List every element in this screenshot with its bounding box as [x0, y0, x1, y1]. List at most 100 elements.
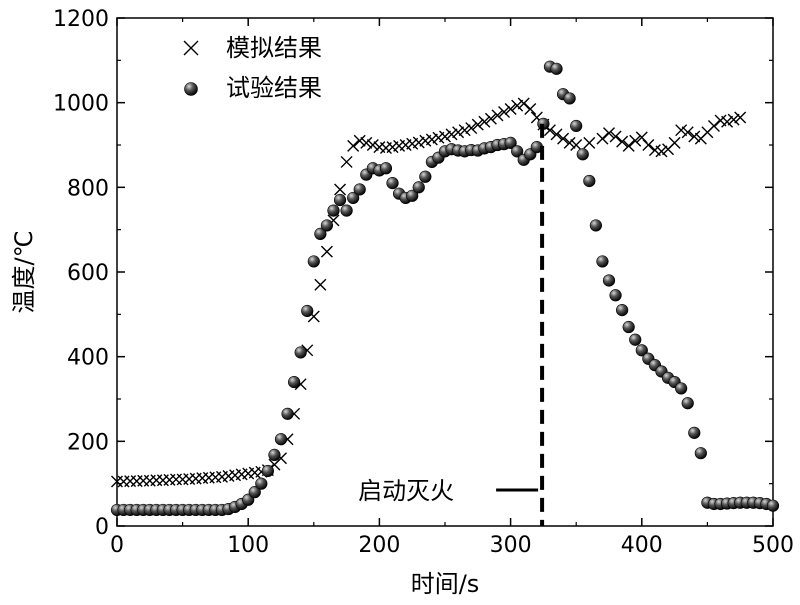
y-tick-label: 400	[67, 346, 109, 371]
data-point-simulation	[642, 139, 655, 151]
data-point-simulation	[524, 103, 537, 116]
data-point-simulation	[465, 122, 478, 135]
data-point-experiment	[386, 177, 399, 190]
data-point-simulation	[340, 155, 353, 168]
plot-frame	[116, 17, 774, 527]
data-point-experiment	[248, 486, 261, 499]
data-point-simulation	[603, 127, 615, 140]
data-point-simulation	[504, 103, 517, 116]
data-point-experiment	[255, 477, 268, 490]
axis-tick-labels: 0 100 200 300 400 500 0 200 400 600 800 1000 1200	[53, 7, 794, 558]
data-point-simulation	[124, 475, 137, 488]
data-point-simulation	[511, 99, 524, 112]
data-point-simulation	[721, 115, 734, 128]
data-point-experiment	[281, 407, 294, 420]
legend-circle-marker	[184, 82, 198, 96]
data-point-simulation	[668, 136, 681, 149]
data-point-experiment	[616, 304, 629, 317]
series-simulation	[111, 97, 747, 488]
data-point-experiment	[314, 227, 327, 240]
y-tick-label: 600	[67, 261, 109, 286]
legend: 模拟结果 试验结果	[183, 34, 322, 102]
x-tick-label: 400	[621, 533, 663, 558]
y-tick-label: 1000	[53, 92, 109, 117]
data-point-experiment	[412, 181, 425, 194]
data-point-experiment	[301, 304, 314, 318]
data-point-experiment	[268, 448, 281, 461]
data-point-experiment	[294, 346, 307, 359]
data-point-experiment	[629, 333, 642, 346]
data-point-simulation	[629, 134, 642, 147]
data-point-experiment	[622, 320, 635, 334]
data-point-experiment	[261, 464, 274, 478]
legend-marker-simulation	[183, 40, 199, 56]
data-point-simulation	[439, 130, 451, 143]
data-point-experiment	[675, 382, 688, 395]
data-point-experiment	[583, 174, 596, 188]
data-point-simulation	[655, 145, 668, 158]
y-tick-label: 0	[95, 515, 109, 540]
data-point-simulation	[334, 183, 347, 196]
y-axis-title: 温度/℃	[10, 230, 38, 313]
data-point-experiment	[635, 344, 648, 357]
data-point-experiment	[576, 148, 589, 161]
data-point-experiment	[596, 255, 609, 268]
data-point-simulation	[570, 139, 583, 151]
series-experiment	[110, 60, 780, 517]
data-point-experiment	[550, 62, 563, 75]
data-point-experiment	[307, 255, 320, 268]
data-point-experiment	[570, 119, 583, 133]
data-point-experiment	[333, 193, 347, 207]
data-point-simulation	[452, 126, 465, 139]
x-axis-title: 时间/s	[411, 570, 480, 598]
data-point-experiment	[563, 92, 576, 105]
data-point-experiment	[340, 204, 353, 217]
y-tick-label: 1200	[53, 7, 109, 32]
x-tick-label: 0	[110, 533, 124, 558]
data-point-simulation	[517, 97, 530, 110]
legend-label-experiment: 试验结果	[226, 74, 322, 102]
data-point-simulation	[491, 109, 504, 122]
data-point-simulation	[314, 278, 327, 291]
axis-ticks	[116, 17, 774, 527]
data-point-simulation	[675, 124, 688, 137]
data-point-experiment	[327, 204, 340, 217]
data-point-experiment	[353, 183, 366, 196]
data-point-experiment	[511, 145, 524, 158]
legend-marker-experiment	[184, 82, 198, 96]
data-point-experiment	[406, 189, 419, 202]
data-point-experiment	[681, 397, 694, 410]
data-point-experiment	[589, 219, 602, 232]
data-point-simulation	[484, 112, 497, 125]
data-point-simulation	[170, 473, 183, 486]
data-point-simulation	[445, 128, 458, 141]
data-point-experiment	[609, 289, 622, 302]
data-point-experiment	[274, 433, 288, 446]
data-point-experiment	[347, 191, 360, 205]
x-tick-label: 100	[227, 533, 269, 558]
data-point-simulation	[616, 135, 629, 148]
data-point-simulation	[347, 139, 360, 152]
data-point-experiment	[602, 274, 616, 287]
data-point-simulation	[609, 130, 622, 143]
data-point-simulation	[498, 105, 511, 118]
data-point-simulation	[458, 124, 471, 137]
data-point-experiment	[419, 170, 432, 183]
data-point-simulation	[596, 132, 609, 145]
data-point-simulation	[734, 111, 747, 124]
data-point-simulation	[727, 113, 740, 126]
data-point-simulation	[583, 136, 596, 149]
data-point-simulation	[707, 119, 720, 132]
x-tick-label: 300	[490, 533, 532, 558]
data-point-experiment	[379, 162, 393, 175]
data-point-simulation	[478, 115, 491, 128]
data-point-experiment	[504, 136, 517, 149]
data-point-experiment	[288, 375, 301, 389]
data-point-experiment	[766, 499, 780, 512]
data-point-simulation	[353, 134, 366, 147]
data-point-simulation	[622, 139, 635, 152]
y-tick-label: 200	[67, 430, 109, 455]
legend-x-marker	[183, 40, 199, 56]
data-point-experiment	[688, 426, 701, 439]
